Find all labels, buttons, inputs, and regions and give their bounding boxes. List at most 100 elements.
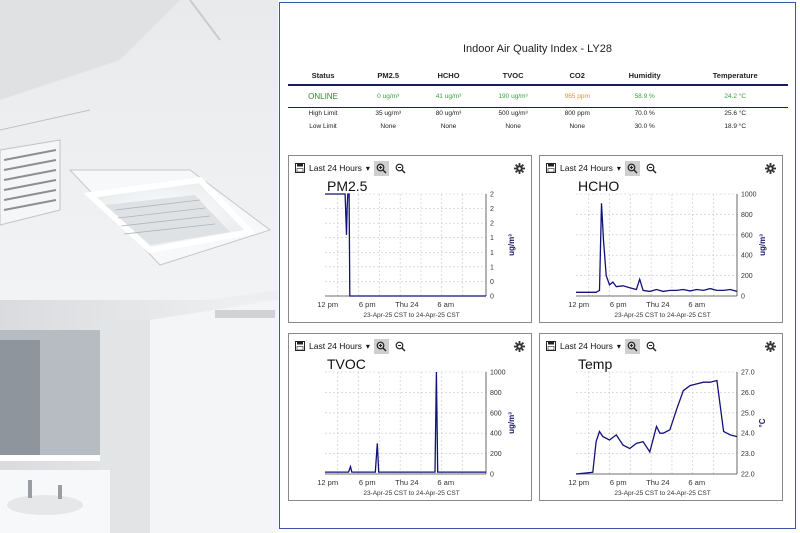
y-tick-label: 1 — [490, 235, 494, 242]
status-online: ONLINE — [288, 85, 359, 108]
chart-panel-pm25: Last 24 Hours ▾ PM2.5 0 0 1 1 1 2 2 2 ug/m³ 12 pm 6 p… — [288, 155, 532, 323]
chevron-down-icon[interactable]: ▾ — [616, 341, 621, 351]
panel-toolbar: Last 24 Hours ▾ — [295, 338, 408, 354]
x-axis-label: 23-Apr-25 CST to 24-Apr-25 CST — [614, 490, 710, 497]
y-axis-label: °C — [758, 418, 767, 427]
time-range-select[interactable]: Last 24 Hours — [560, 341, 613, 351]
x-tick-label: 6 am — [688, 300, 705, 309]
y-tick-label: 800 — [741, 212, 753, 219]
y-tick-label: 22.0 — [741, 472, 755, 479]
y-tick-label: 0 — [490, 294, 494, 301]
y-tick-label: 400 — [741, 253, 753, 260]
table-header: CO2 — [547, 67, 607, 86]
y-axis-label: ug/m³ — [758, 234, 767, 256]
table-cell: 18.9 °C — [724, 123, 747, 130]
x-tick-label: 6 pm — [359, 478, 376, 487]
co2-value: 965 ppm — [547, 85, 607, 108]
line-chart: 22.0 23.0 24.0 25.0 26.0 27.0 °C 12 pm 6 pm Thu 2… — [568, 370, 767, 498]
room-photo — [0, 0, 278, 533]
chart-panel-temp: Last 24 Hours ▾ Temp 22.0 23.0 24.0 25.0 26.0 27… — [539, 333, 783, 501]
table-cell: 70.0 % — [634, 110, 655, 118]
table-cell: None — [380, 123, 396, 130]
y-tick-label: 0 — [741, 294, 745, 301]
zoom-in-icon[interactable] — [373, 160, 389, 176]
y-tick-label: 2 — [490, 221, 494, 228]
table-cell: 30.0 % — [634, 123, 655, 130]
air-quality-table: Status PM2.5 HCHO TVOC CO2 Humidity Temp… — [288, 67, 788, 133]
chart-title: PM2.5 — [327, 178, 368, 194]
x-tick-label: 6 am — [437, 300, 454, 309]
time-range-select[interactable]: Last 24 Hours — [309, 341, 362, 351]
save-icon[interactable] — [295, 163, 305, 173]
table-header: Temperature — [682, 67, 788, 86]
x-axis-label: 23-Apr-25 CST to 24-Apr-25 CST — [614, 312, 710, 319]
y-tick-label: 2 — [490, 206, 494, 213]
zoom-out-icon[interactable] — [644, 161, 659, 176]
line-chart: 0 200 400 600 800 1000 ug/m³ 12 pm 6 pm Thu 24 6 a… — [317, 370, 516, 498]
zoom-out-icon[interactable] — [644, 339, 659, 354]
table-cell: 500 ug/m³ — [498, 110, 528, 118]
dashboard-title: Indoor Air Quality Index - LY28 — [463, 43, 612, 55]
zoom-in-icon[interactable] — [624, 338, 640, 354]
x-tick-label: 12 pm — [568, 300, 589, 309]
zoom-out-icon[interactable] — [393, 339, 408, 354]
save-icon[interactable] — [546, 341, 556, 351]
time-range-select[interactable]: Last 24 Hours — [309, 163, 362, 173]
chevron-down-icon[interactable]: ▾ — [365, 163, 370, 173]
table-row-current: ONLINE 0 ug/m³ 41 ug/m³ 190 ug/m³ 965 pp… — [288, 85, 788, 108]
pm25-value: 0 ug/m³ — [358, 85, 419, 108]
x-axis-label: 23-Apr-25 CST to 24-Apr-25 CST — [363, 490, 459, 497]
chart-panel-hcho: Last 24 Hours ▾ HCHO 0 200 400 600 800 1000 ug/m³… — [539, 155, 783, 323]
x-tick-label: Thu 24 — [395, 300, 418, 309]
panel-toolbar: Last 24 Hours ▾ — [546, 338, 659, 354]
table-cell: Low Limit — [309, 123, 337, 130]
y-tick-label: 600 — [490, 410, 502, 417]
temperature-value: 24.2 °C — [682, 85, 788, 108]
table-row-low-limit: Low Limit None None None None 30.0 % 18.… — [288, 120, 788, 133]
y-axis-label: ug/m³ — [507, 412, 516, 434]
y-tick-label: 2 — [490, 192, 494, 199]
y-tick-label: 24.0 — [741, 431, 755, 438]
x-axis-label: 23-Apr-25 CST to 24-Apr-25 CST — [363, 312, 459, 319]
table-header: Status — [288, 67, 359, 86]
chart-panel-tvoc: Last 24 Hours ▾ TVOC 0 200 400 600 800 1000 ug/m³… — [288, 333, 532, 501]
gear-icon[interactable] — [765, 339, 776, 352]
x-tick-label: 12 pm — [568, 478, 589, 487]
y-tick-label: 0 — [490, 279, 494, 286]
y-tick-label: 1000 — [490, 370, 506, 377]
chevron-down-icon[interactable]: ▾ — [365, 341, 370, 351]
table-cell: None — [440, 123, 457, 130]
series-line — [325, 371, 486, 473]
y-tick-label: 25.0 — [741, 410, 755, 417]
chevron-down-icon[interactable]: ▾ — [616, 163, 621, 173]
save-icon[interactable] — [546, 163, 556, 173]
x-tick-label: Thu 24 — [646, 300, 669, 309]
table-header: PM2.5 — [358, 67, 419, 86]
y-tick-label: 200 — [741, 273, 753, 280]
x-tick-label: 6 am — [688, 478, 705, 487]
chart-title: TVOC — [327, 356, 366, 372]
zoom-out-icon[interactable] — [393, 161, 408, 176]
y-tick-label: 23.0 — [741, 451, 755, 458]
x-tick-label: 12 pm — [317, 300, 338, 309]
time-range-select[interactable]: Last 24 Hours — [560, 163, 613, 173]
zoom-in-icon[interactable] — [373, 338, 389, 354]
chart-title: HCHO — [578, 178, 620, 194]
x-tick-label: 12 pm — [317, 478, 338, 487]
y-tick-label: 800 — [490, 390, 502, 397]
x-tick-label: 6 pm — [610, 300, 627, 309]
zoom-in-icon[interactable] — [624, 160, 640, 176]
table-header-row: Status PM2.5 HCHO TVOC CO2 Humidity Temp… — [288, 67, 788, 86]
gear-icon[interactable] — [514, 339, 525, 352]
panel-toolbar: Last 24 Hours ▾ — [295, 160, 408, 176]
save-icon[interactable] — [295, 341, 305, 351]
table-header: TVOC — [478, 67, 548, 86]
table-cell: None — [505, 123, 521, 130]
gear-icon[interactable] — [765, 161, 776, 174]
table-header: Humidity — [606, 67, 683, 86]
line-chart: 0 200 400 600 800 1000 ug/m³ 12 pm 6 pm Thu 24 6 a… — [568, 192, 767, 320]
x-tick-label: Thu 24 — [395, 478, 418, 487]
table-header: HCHO — [418, 67, 479, 86]
gear-icon[interactable] — [514, 161, 525, 174]
table-cell: 25.6 °C — [724, 110, 747, 118]
